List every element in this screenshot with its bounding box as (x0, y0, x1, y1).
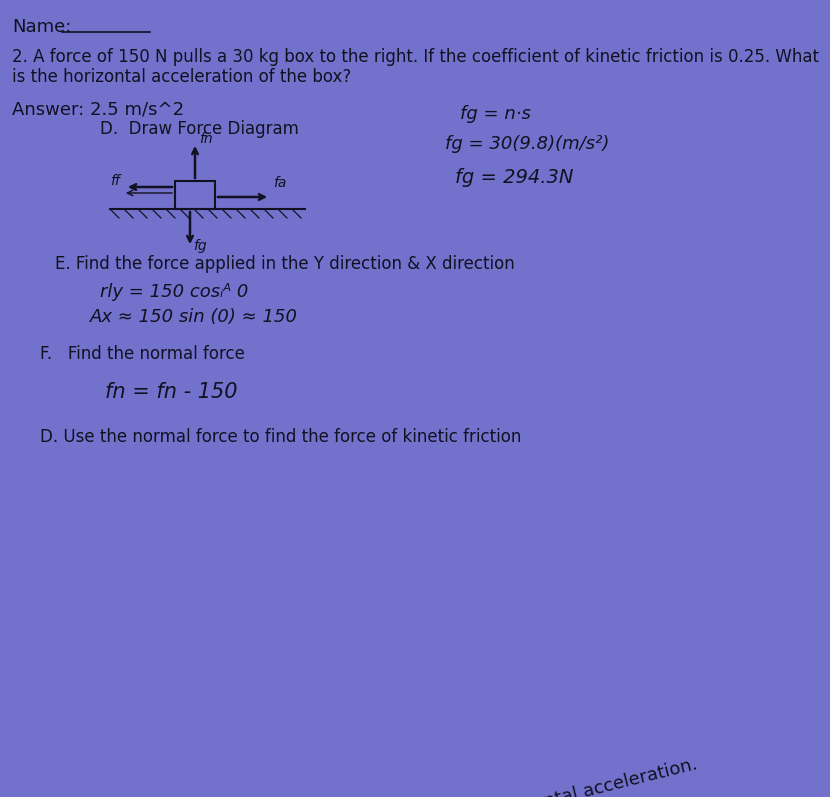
Text: Ax ≈ 150 sin (0) ≈ 150: Ax ≈ 150 sin (0) ≈ 150 (90, 308, 298, 326)
Bar (175, 181, 215, 209)
Text: fn = fn - 150: fn = fn - 150 (105, 382, 237, 402)
Text: fg = 294.3N: fg = 294.3N (455, 168, 574, 187)
Text: 2. A force of 150 N pulls a 30 kg box to the right. If the coefficient of kineti: 2. A force of 150 N pulls a 30 kg box to… (12, 48, 819, 66)
Text: fa: fa (273, 176, 286, 190)
Text: F.   Find the normal force: F. Find the normal force (40, 345, 245, 363)
Text: rly = 150 cosᵢᴬ 0: rly = 150 cosᵢᴬ 0 (100, 283, 248, 301)
Text: ff: ff (110, 174, 120, 188)
Text: E. Find the force applied in the Y direction & X direction: E. Find the force applied in the Y direc… (55, 255, 515, 273)
Text: is the horizontal acceleration of the box?: is the horizontal acceleration of the bo… (12, 68, 351, 86)
Text: fg = 30(9.8)(m/s²): fg = 30(9.8)(m/s²) (445, 135, 609, 153)
Text: Answer: 2.5 m/s^2: Answer: 2.5 m/s^2 (12, 100, 184, 118)
Text: Name:: Name: (12, 18, 71, 36)
Text: D. Use the normal force to find the force of kinetic friction: D. Use the normal force to find the forc… (40, 428, 521, 446)
Text: E. Use Newton’s second law to determine the horizontal acceleration.: E. Use Newton’s second law to determine … (85, 755, 700, 797)
Text: fn: fn (199, 132, 212, 146)
Text: D.  Draw Force Diagram: D. Draw Force Diagram (100, 120, 299, 138)
Text: fg: fg (193, 239, 207, 253)
Text: fg = n·s: fg = n·s (460, 105, 531, 123)
